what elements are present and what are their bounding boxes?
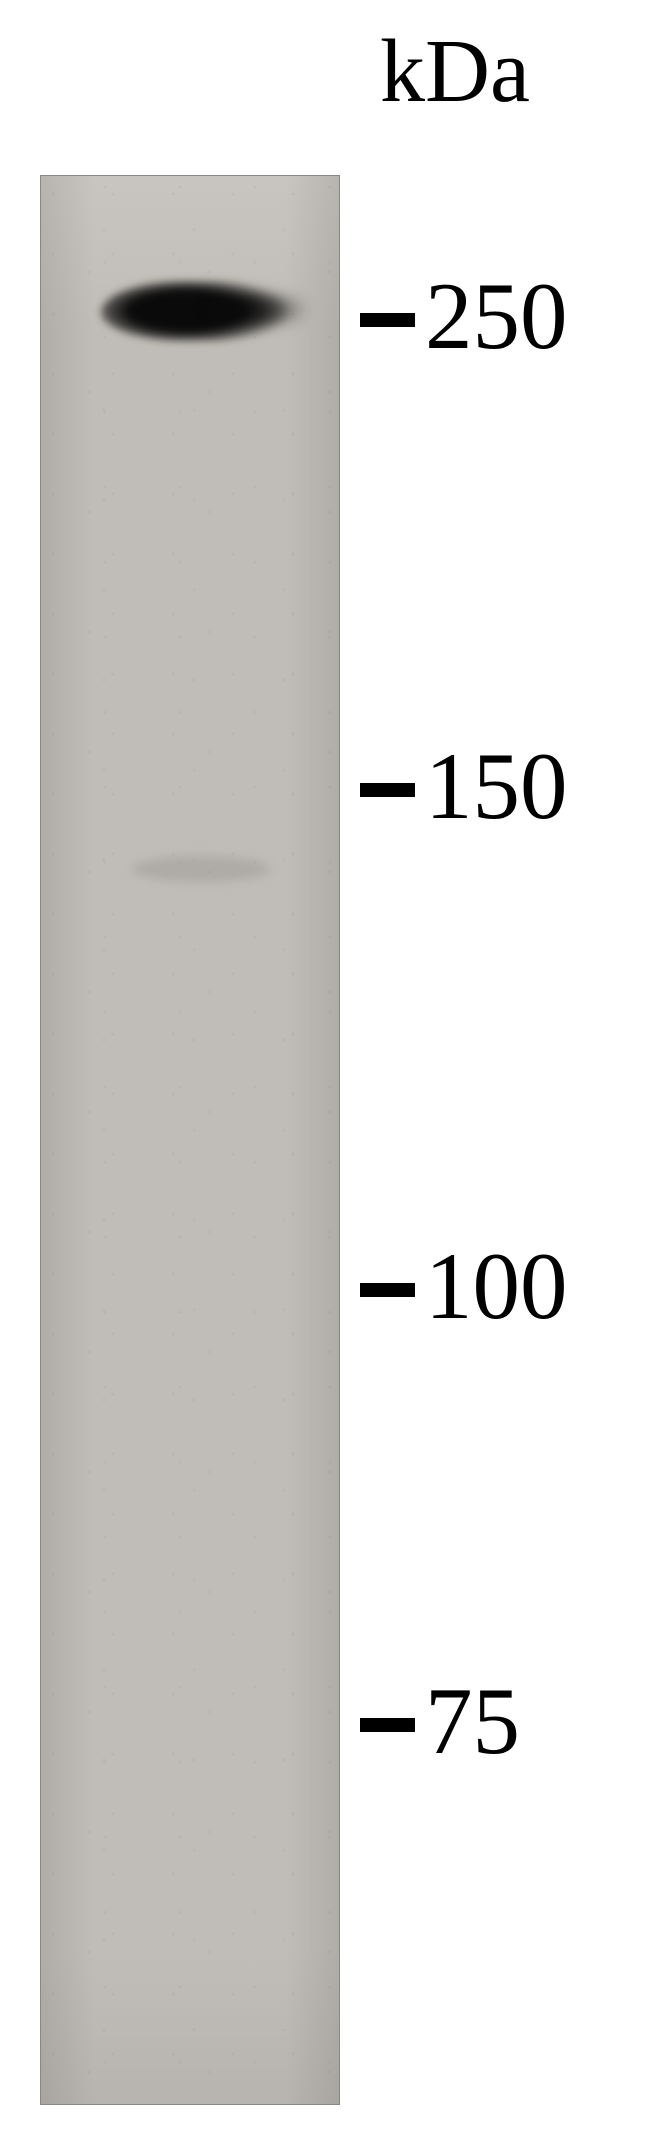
marker-label-250: 250 (425, 261, 568, 371)
blot-lane (40, 175, 340, 2105)
marker-label-75: 75 (425, 1666, 520, 1776)
marker-label-100: 100 (425, 1231, 568, 1341)
lane-noise (41, 176, 339, 2104)
unit-label: kDa (380, 20, 530, 123)
marker-tick-100 (360, 1283, 415, 1297)
marker-tick-150 (360, 783, 415, 797)
faint-band (131, 856, 271, 882)
marker-tick-75 (360, 1718, 415, 1732)
main-band (101, 281, 291, 341)
marker-label-150: 150 (425, 731, 568, 841)
main-band-tail (206, 296, 311, 323)
marker-tick-250 (360, 313, 415, 327)
